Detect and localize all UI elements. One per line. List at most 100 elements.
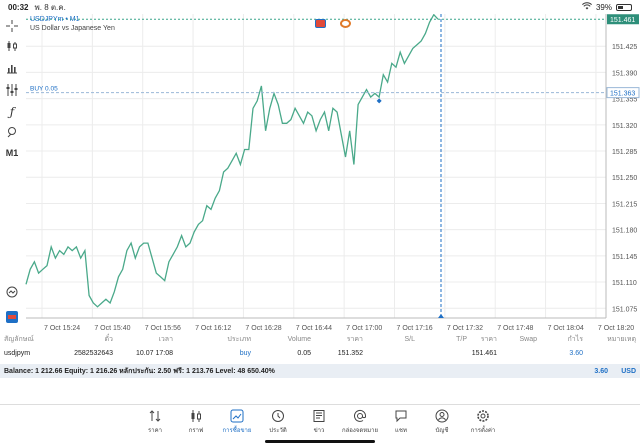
position-type: buy [239, 349, 251, 357]
function-icon[interactable]: ƒ [9, 105, 15, 119]
settings-sliders-icon[interactable] [4, 82, 20, 98]
legend-symbol: USDJPYm [30, 16, 64, 23]
column-header: กำไร [567, 335, 583, 343]
buy-price-tag [606, 87, 640, 99]
x-tick-label: 7 Oct 16:12 [195, 325, 231, 332]
bottom-tab-bar: ราคา กราฟ การซื้อขาย ประวัติ ข่าว กล่องจ… [0, 404, 640, 447]
column-header: เวลา [158, 335, 173, 343]
status-bar: 00:32 พ. 8 ต.ค. 39% [0, 0, 640, 14]
history-icon [272, 410, 284, 422]
x-tick-label: 7 Oct 16:44 [296, 325, 332, 332]
tab-label: การซื้อขาย [222, 428, 252, 434]
status-right: 39% [582, 2, 632, 12]
wifi-icon [582, 2, 592, 12]
tab-settings[interactable]: การตั้งค่า [463, 409, 503, 437]
tab-quotes[interactable]: ราคา [135, 409, 175, 437]
tab-history[interactable]: ประวัติ [258, 409, 298, 437]
y-tick-label: 151.145 [612, 254, 637, 261]
account-currency: USD [621, 367, 636, 375]
tab-chart[interactable]: กราฟ [176, 409, 216, 437]
account-icon [435, 409, 449, 423]
y-tick-label: 151.215 [612, 201, 637, 208]
trade-icon [230, 409, 244, 423]
tab-label: ประวัติ [269, 428, 287, 434]
mailbox-icon [354, 409, 367, 422]
crosshair-icon[interactable] [4, 18, 20, 34]
position-volume: 0.05 [297, 349, 311, 357]
position-open-price: 151.352 [337, 349, 363, 357]
y-tick-label: 151.355 [612, 97, 637, 104]
chart-icon [191, 410, 201, 422]
column-header: ตั๋ว [104, 335, 113, 343]
x-tick-label: 7 Oct 15:24 [44, 325, 80, 332]
y-tick-label: 151.110 [612, 280, 637, 287]
price-chart[interactable]: 151.425 151.390 151.355 151.320 151.285 151.2… [24, 14, 640, 332]
x-tick-label: 7 Oct 17:00 [346, 325, 382, 332]
clock: 00:32 [8, 2, 29, 12]
column-header: สัญลักษณ์ [4, 335, 34, 343]
zoom-icon[interactable] [4, 284, 20, 300]
tab-label: แชท [395, 428, 407, 434]
y-tick-label: 151.250 [612, 175, 637, 182]
tab-account[interactable]: บัญชี [422, 409, 462, 437]
tab-chat[interactable]: แชท [381, 409, 421, 437]
cursor-marker[interactable] [438, 314, 444, 318]
legend-description: US Dollar vs Japanese Yen [30, 25, 115, 32]
candlestick-icon[interactable] [4, 38, 20, 54]
buy-order-label: BUY 0.05 [30, 86, 58, 93]
entry-marker [376, 98, 382, 104]
column-header: S/L [404, 335, 415, 343]
chart-legend: USDJPYm • M1 US Dollar vs Japanese Yen [30, 16, 115, 32]
news-icon [313, 410, 325, 422]
objects-icon[interactable] [4, 124, 20, 140]
position-price: 151.461 [471, 349, 497, 357]
tab-news[interactable]: ข่าว [299, 409, 339, 437]
y-tick-label: 151.285 [612, 149, 637, 156]
one-click-trading-icon[interactable] [4, 309, 20, 325]
tab-label: กราฟ [188, 428, 204, 434]
total-profit: 3.60 [594, 367, 608, 375]
signal-icon[interactable] [340, 19, 351, 28]
balance-summary: Balance: 1 212.66 Equity: 1 216.26 หลักป… [4, 367, 275, 375]
tab-label: บัญชี [435, 428, 449, 434]
tab-label: ราคา [148, 428, 162, 434]
tab-label: กล่องจดหมาย [341, 428, 379, 434]
current-price-label: 151.461 [610, 17, 635, 24]
column-header: หมายเหตุ [607, 335, 636, 343]
y-tick-label: 151.320 [612, 123, 637, 130]
position-time: 10.07 17:08 [136, 349, 173, 357]
x-tick-label: 7 Oct 16:28 [245, 325, 281, 332]
current-price-tag [607, 14, 639, 25]
price-line [25, 14, 439, 308]
column-header: Volume [287, 335, 311, 343]
quotes-icon [149, 410, 161, 422]
x-tick-label: 7 Oct 15:40 [94, 325, 130, 332]
positions-header: สัญลักษณ์ ตั๋ว เวลา ประเภท Volume ราคา S/L T/P ร… [0, 332, 640, 346]
x-tick-label: 7 Oct 17:16 [397, 325, 433, 332]
settings-icon [477, 410, 489, 422]
tab-trade[interactable]: การซื้อขาย [217, 409, 257, 437]
position-symbol: usdjpym [4, 349, 31, 357]
legend-timeframe: M1 [69, 16, 80, 23]
x-tick-label: 7 Oct 17:32 [447, 325, 483, 332]
table-row[interactable]: usdjpym 2582532643 10.07 17:08 buy 0.05 … [0, 346, 640, 360]
tab-label: การตั้งค่า [470, 428, 496, 434]
positions-panel: สัญลักษณ์ ตั๋ว เวลา ประเภท Volume ราคา S/L T/P ร… [0, 332, 640, 360]
home-indicator [265, 440, 375, 443]
x-tick-label: 7 Oct 18:20 [598, 325, 634, 332]
sell-button-icon[interactable] [315, 19, 326, 28]
balance-bar: Balance: 1 212.66 Equity: 1 216.26 หลักป… [0, 364, 640, 378]
date: พ. 8 ต.ค. [34, 2, 66, 12]
y-tick-label: 151.425 [612, 44, 637, 51]
tab-mailbox[interactable]: กล่องจดหมาย [340, 409, 380, 437]
column-header: Swap [519, 335, 537, 343]
timeframe-button[interactable]: M1 [5, 148, 19, 158]
tab-label: ข่าว [313, 428, 325, 434]
y-tick-label: 151.180 [612, 228, 637, 235]
battery-percent: 39% [595, 2, 612, 12]
x-tick-label: 7 Oct 18:04 [548, 325, 584, 332]
column-header: ราคา [346, 335, 363, 343]
indicators-icon[interactable] [4, 60, 20, 76]
position-profit: 3.60 [569, 349, 583, 357]
y-tick-label: 151.075 [612, 306, 637, 313]
